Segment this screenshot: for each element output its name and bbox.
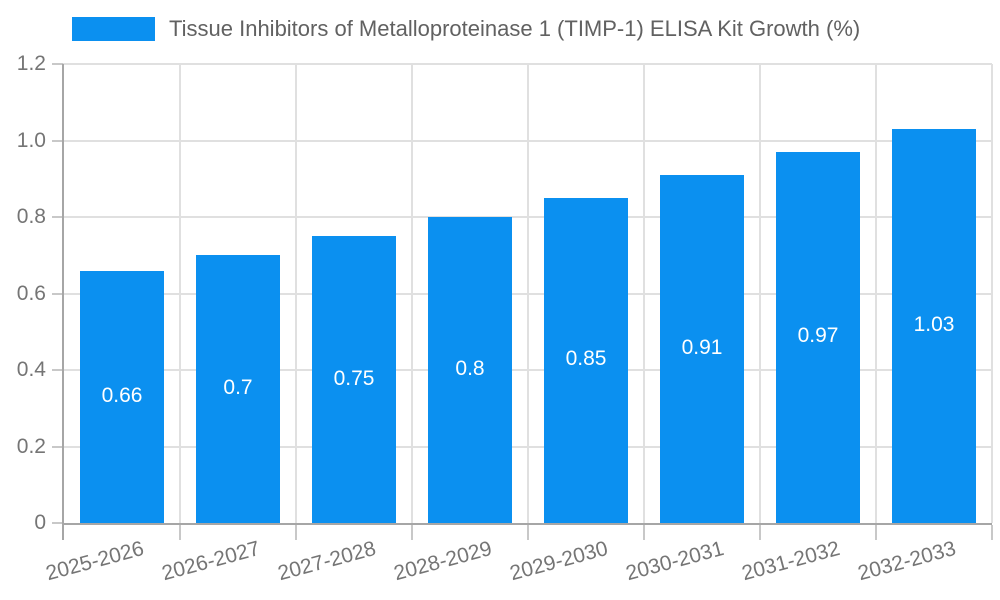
v-gridline [179,64,181,523]
v-gridline [643,64,645,523]
x-tick-label: 2030-2031 [622,537,726,586]
bar [80,270,164,523]
v-gridline [991,64,993,523]
bar [428,217,512,523]
legend-swatch [72,17,155,41]
bar [312,236,396,523]
bar-value-label: 0.91 [681,335,723,359]
bar-value-label: 1.03 [913,313,955,336]
x-tick-mark [411,525,413,540]
y-tick-mark [52,445,63,448]
x-tick-mark [991,525,993,540]
x-tick-mark [527,525,529,540]
y-tick-label: 0.4 [16,358,46,381]
x-tick-mark [643,525,645,540]
x-tick-mark [875,525,877,540]
bar [196,255,280,523]
bar [660,174,744,523]
x-tick-label: 2026-2027 [158,537,262,586]
y-tick-mark [52,522,63,524]
x-axis-line [63,523,992,525]
bar [776,151,860,523]
bar-value-label: 0.7 [223,376,253,400]
y-tick-label: 1.2 [16,52,46,75]
bar-value-label: 0.97 [797,324,839,348]
x-tick-label: 2031-2032 [738,537,842,586]
y-tick-label: 0.2 [16,434,46,458]
bar [892,129,976,523]
y-tick-label: 0.8 [16,205,46,228]
v-gridline [411,64,413,523]
v-gridline [295,64,297,523]
y-tick-mark [52,216,63,218]
y-tick-label: 0 [34,511,46,534]
v-gridline [875,64,877,523]
x-tick-label: 2029-2030 [506,537,610,586]
x-tick-mark [295,525,297,540]
y-tick-mark [52,369,63,371]
bar [544,197,628,523]
v-gridline [527,64,529,523]
y-tick-mark [52,63,63,65]
x-tick-label: 2025-2026 [42,537,146,586]
chart-legend: Tissue Inhibitors of Metalloproteinase 1… [72,16,860,42]
bar-value-label: 0.8 [455,357,485,380]
y-tick-label: 1.0 [16,128,46,152]
x-tick-label: 2028-2029 [390,537,494,586]
y-tick-mark [52,139,63,142]
y-tick-label: 0.6 [16,281,46,305]
x-tick-label: 2032-2033 [854,537,958,586]
bar-value-label: 0.75 [333,366,375,390]
x-tick-label: 2027-2028 [274,537,378,586]
x-tick-mark [759,525,761,540]
y-axis-line [62,64,64,540]
y-tick-mark [52,292,63,295]
v-gridline [759,64,761,523]
x-tick-mark [179,525,181,540]
legend-label: Tissue Inhibitors of Metalloproteinase 1… [169,16,861,41]
bar-value-label: 0.85 [565,347,607,371]
bar-value-label: 0.66 [101,383,143,407]
